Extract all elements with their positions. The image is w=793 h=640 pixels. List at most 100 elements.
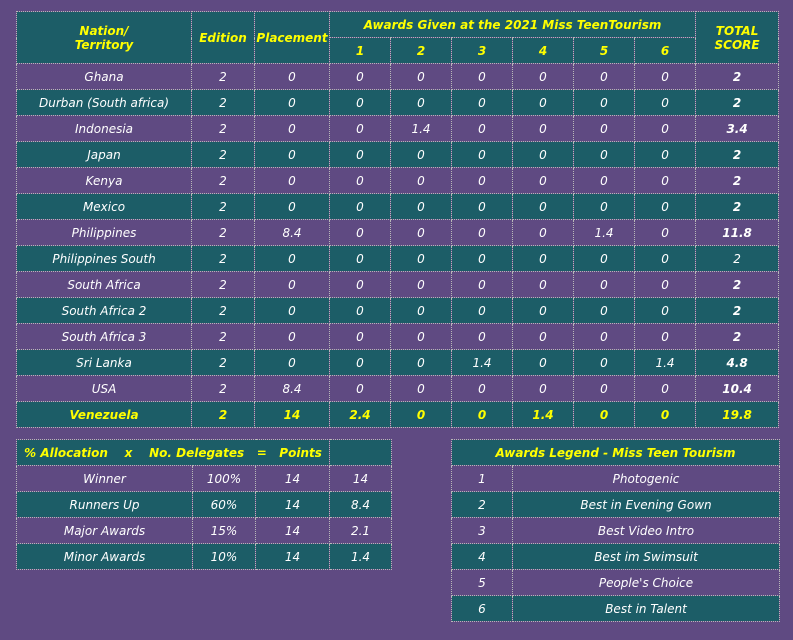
total-score-cell: 19.8	[695, 401, 780, 428]
edition-cell: 2	[191, 401, 255, 428]
legend-award-name: Best in Evening Gown	[512, 491, 780, 518]
legend-award-name: Best Video Intro	[512, 517, 780, 544]
award-6-cell: 0	[633, 167, 697, 194]
edition-cell: 2	[191, 271, 255, 298]
award-4-cell: 0	[512, 63, 574, 90]
award-5-cell: 0	[573, 193, 635, 220]
table-row: Durban (South africa) 2 0 0 0 0 0 0 0 2	[16, 89, 780, 116]
award-col-header: 3	[451, 37, 513, 64]
allocation-points: 14	[329, 465, 393, 492]
edition-cell: 2	[191, 323, 255, 350]
placement-header: Placement	[254, 11, 330, 64]
award-2-cell: 0	[390, 193, 452, 220]
total-score-cell: 2	[695, 245, 780, 272]
nation-cell: Indonesia	[16, 115, 192, 142]
award-6-cell: 0	[633, 245, 697, 272]
allocation-row: Runners Up 60% 14 8.4	[16, 491, 393, 518]
award-1-cell: 0	[329, 115, 391, 142]
award-5-cell: 0	[573, 349, 635, 376]
legend-row: 4 Best im Swimsuit	[451, 543, 780, 570]
award-3-cell: 0	[451, 141, 513, 168]
award-col-header: 5	[573, 37, 635, 64]
awards-legend-table: Awards Legend - Miss Teen Tourism 1 Photo…	[451, 439, 780, 622]
award-5-cell: 0	[573, 297, 635, 324]
total-score-cell: 11.8	[695, 219, 780, 246]
award-2-cell: 0	[390, 297, 452, 324]
award-6-cell: 0	[633, 297, 697, 324]
award-4-cell: 0	[512, 141, 574, 168]
nation-cell: Ghana	[16, 63, 192, 90]
legend-header: Awards Legend - Miss Teen Tourism	[451, 439, 780, 466]
nation-cell: Philippines	[16, 219, 192, 246]
table-row: Kenya 2 0 0 0 0 0 0 0 2	[16, 167, 780, 194]
award-4-cell: 0	[512, 245, 574, 272]
allocation-label: Runners Up	[16, 491, 193, 518]
award-4-cell: 0	[512, 349, 574, 376]
award-6-cell: 0	[633, 323, 697, 350]
award-5-cell: 0	[573, 115, 635, 142]
allocation-percent: 15%	[192, 517, 256, 544]
award-5-cell: 0	[573, 401, 635, 428]
award-6-cell: 0	[633, 375, 697, 402]
allocation-points: 2.1	[329, 517, 393, 544]
legend-number: 6	[451, 595, 513, 622]
total-score-cell: 2	[695, 323, 780, 350]
award-1-cell: 0	[329, 271, 391, 298]
award-1-cell: 0	[329, 245, 391, 272]
award-6-cell: 0	[633, 219, 697, 246]
award-6-cell: 1.4	[633, 349, 697, 376]
edition-cell: 2	[191, 63, 255, 90]
scores-table: Nation/ Territory Edition Placement Awar…	[16, 11, 780, 428]
allocation-percent: 100%	[192, 465, 256, 492]
legend-award-name: People's Choice	[512, 569, 780, 596]
award-4-cell: 0	[512, 167, 574, 194]
allocation-delegates: 14	[254, 491, 331, 518]
award-3-cell: 0	[451, 245, 513, 272]
total-score-cell: 10.4	[695, 375, 780, 402]
award-1-cell: 0	[329, 323, 391, 350]
nation-cell: Sri Lanka	[16, 349, 192, 376]
award-6-cell: 0	[633, 89, 697, 116]
edition-cell: 2	[191, 89, 255, 116]
legend-number: 2	[451, 491, 513, 518]
nation-cell: Philippines South	[16, 245, 192, 272]
award-5-cell: 0	[573, 141, 635, 168]
award-col-header: 2	[390, 37, 452, 64]
legend-row: 1 Photogenic	[451, 465, 780, 492]
allocation-delegates: 14	[254, 543, 331, 570]
total-score-cell: 2	[695, 271, 780, 298]
award-2-cell: 0	[390, 141, 452, 168]
award-5-cell: 0	[573, 271, 635, 298]
legend-number: 3	[451, 517, 513, 544]
award-col-header: 1	[329, 37, 391, 64]
award-5-cell: 0	[573, 89, 635, 116]
award-5-cell: 0	[573, 323, 635, 350]
nation-header: Nation/ Territory	[16, 11, 192, 64]
award-2-cell: 0	[390, 219, 452, 246]
allocation-row: Major Awards 15% 14 2.1	[16, 517, 393, 544]
edition-cell: 2	[191, 245, 255, 272]
allocation-label: Major Awards	[16, 517, 193, 544]
award-4-cell: 1.4	[512, 401, 574, 428]
award-2-cell: 0	[390, 89, 452, 116]
allocation-row: Winner 100% 14 14	[16, 465, 393, 492]
table-row: Sri Lanka 2 0 0 0 1.4 0 0 1.4 4.8	[16, 349, 780, 376]
award-4-cell: 0	[512, 271, 574, 298]
table-row: Philippines South 2 0 0 0 0 0 0 0 2	[16, 245, 780, 272]
placement-cell: 0	[254, 141, 330, 168]
award-col-header: 6	[633, 37, 697, 64]
award-4-cell: 0	[512, 115, 574, 142]
award-3-cell: 0	[451, 89, 513, 116]
nation-cell: Durban (South africa)	[16, 89, 192, 116]
table-row: Philippines 2 8.4 0 0 0 0 1.4 0 11.8	[16, 219, 780, 246]
nation-cell: Kenya	[16, 167, 192, 194]
table-row: Venezuela 2 14 2.4 0 0 1.4 0 0 19.8	[16, 401, 780, 428]
placement-cell: 0	[254, 349, 330, 376]
award-5-cell: 0	[573, 245, 635, 272]
award-1-cell: 0	[329, 219, 391, 246]
award-6-cell: 0	[633, 63, 697, 90]
award-4-cell: 0	[512, 375, 574, 402]
nation-cell: Mexico	[16, 193, 192, 220]
placement-cell: 0	[254, 297, 330, 324]
